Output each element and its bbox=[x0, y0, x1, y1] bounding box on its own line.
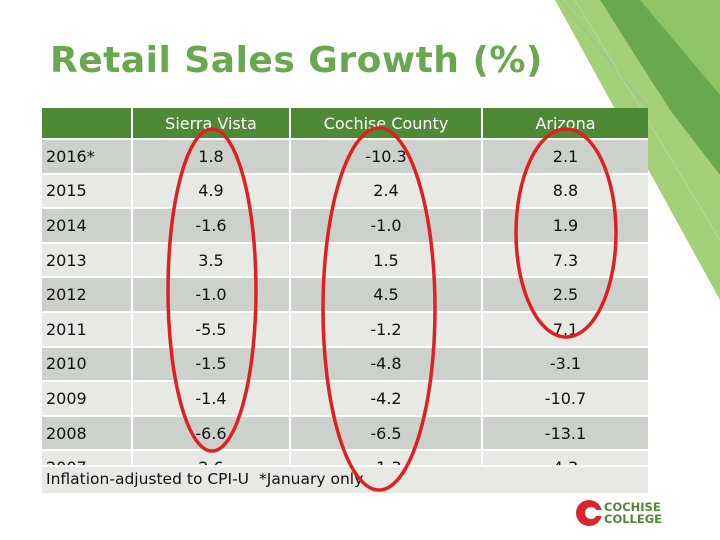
cochise-college-logo-icon bbox=[576, 500, 603, 526]
arizona-cell: 2.1 bbox=[481, 138, 648, 174]
deco-line bbox=[559, 0, 649, 109]
cochise-county-cell: -4.2 bbox=[289, 380, 482, 416]
table-row: 2010 -1.5 -4.8 -3.1 bbox=[42, 345, 648, 382]
cochise-county-cell: 1.5 bbox=[289, 241, 482, 278]
arizona-cell: 7.3 bbox=[481, 241, 648, 278]
table-row: 2009 -1.4 -4.2 -10.7 bbox=[42, 380, 648, 416]
cochise-county-cell: -4.8 bbox=[289, 345, 482, 382]
sierra-vista-cell: 3.5 bbox=[131, 241, 290, 278]
column-header-cochise-county: Cochise County bbox=[289, 108, 482, 139]
arizona-cell: 2.5 bbox=[481, 276, 648, 312]
sierra-vista-cell: -5.5 bbox=[131, 310, 290, 347]
data-table: Sierra Vista Cochise County Arizona 2016… bbox=[42, 108, 648, 484]
cochise-county-cell: -1.2 bbox=[289, 310, 482, 347]
sierra-vista-cell: -1.0 bbox=[131, 276, 290, 312]
arizona-cell: -3.1 bbox=[481, 345, 648, 382]
footnote-january-only: *January only bbox=[259, 470, 364, 488]
logo-line-1: COCHISE bbox=[604, 500, 661, 514]
table-row: 2016* 1.8 -10.3 2.1 bbox=[42, 138, 648, 174]
sierra-vista-cell: -1.6 bbox=[131, 207, 290, 243]
retail-sales-table: Sierra Vista Cochise County Arizona 2016… bbox=[42, 108, 648, 484]
cochise-county-cell: 4.5 bbox=[289, 276, 482, 312]
logo-line-2: COLLEGE bbox=[604, 512, 663, 526]
cochise-county-cell: -1.0 bbox=[289, 207, 482, 243]
table-row: 2015 4.9 2.4 8.8 bbox=[42, 172, 648, 209]
table-row: 2013 3.5 1.5 7.3 bbox=[42, 241, 648, 278]
cochise-county-cell: -10.3 bbox=[289, 138, 482, 174]
year-cell: 2010 bbox=[42, 345, 132, 382]
page-title: Retail Sales Growth (%) bbox=[50, 40, 543, 81]
year-cell: 2008 bbox=[42, 414, 132, 451]
arizona-cell: 7.1 bbox=[481, 310, 648, 347]
sierra-vista-cell: -6.6 bbox=[131, 414, 290, 451]
year-cell: 2013 bbox=[42, 241, 132, 278]
table-row: 2008 -6.6 -6.5 -13.1 bbox=[42, 414, 648, 451]
column-header-arizona: Arizona bbox=[481, 108, 648, 139]
arizona-cell: -10.7 bbox=[481, 380, 648, 416]
column-header-sierra-vista: Sierra Vista bbox=[131, 108, 290, 139]
cochise-county-cell: -6.5 bbox=[289, 414, 482, 451]
table-row: 2012 -1.0 4.5 2.5 bbox=[42, 276, 648, 312]
column-header-year bbox=[42, 108, 132, 139]
logo-text: COCHISE COLLEGE bbox=[604, 501, 662, 525]
year-cell: 2015 bbox=[42, 172, 132, 209]
sierra-vista-cell: 4.9 bbox=[131, 172, 290, 209]
cochise-county-cell: 2.4 bbox=[289, 172, 482, 209]
table-row: 2011 -5.5 -1.2 7.1 bbox=[42, 310, 648, 347]
footnote-inflation: Inflation-adjusted to CPI-U bbox=[46, 470, 250, 488]
arizona-cell: 1.9 bbox=[481, 207, 648, 243]
sierra-vista-cell: -1.4 bbox=[131, 380, 290, 416]
sierra-vista-cell: -1.5 bbox=[131, 345, 290, 382]
deco-triangle-mid bbox=[640, 0, 720, 95]
year-cell: 2011 bbox=[42, 310, 132, 347]
table-header-row: Sierra Vista Cochise County Arizona bbox=[42, 108, 648, 139]
table-footnote: Inflation-adjusted to CPI-U *January only bbox=[42, 465, 648, 493]
year-cell: 2016* bbox=[42, 138, 132, 174]
year-cell: 2012 bbox=[42, 276, 132, 312]
year-cell: 2014 bbox=[42, 207, 132, 243]
year-cell: 2009 bbox=[42, 380, 132, 416]
arizona-cell: -13.1 bbox=[481, 414, 648, 451]
sierra-vista-cell: 1.8 bbox=[131, 138, 290, 174]
table-row: 2014 -1.6 -1.0 1.9 bbox=[42, 207, 648, 243]
arizona-cell: 8.8 bbox=[481, 172, 648, 209]
